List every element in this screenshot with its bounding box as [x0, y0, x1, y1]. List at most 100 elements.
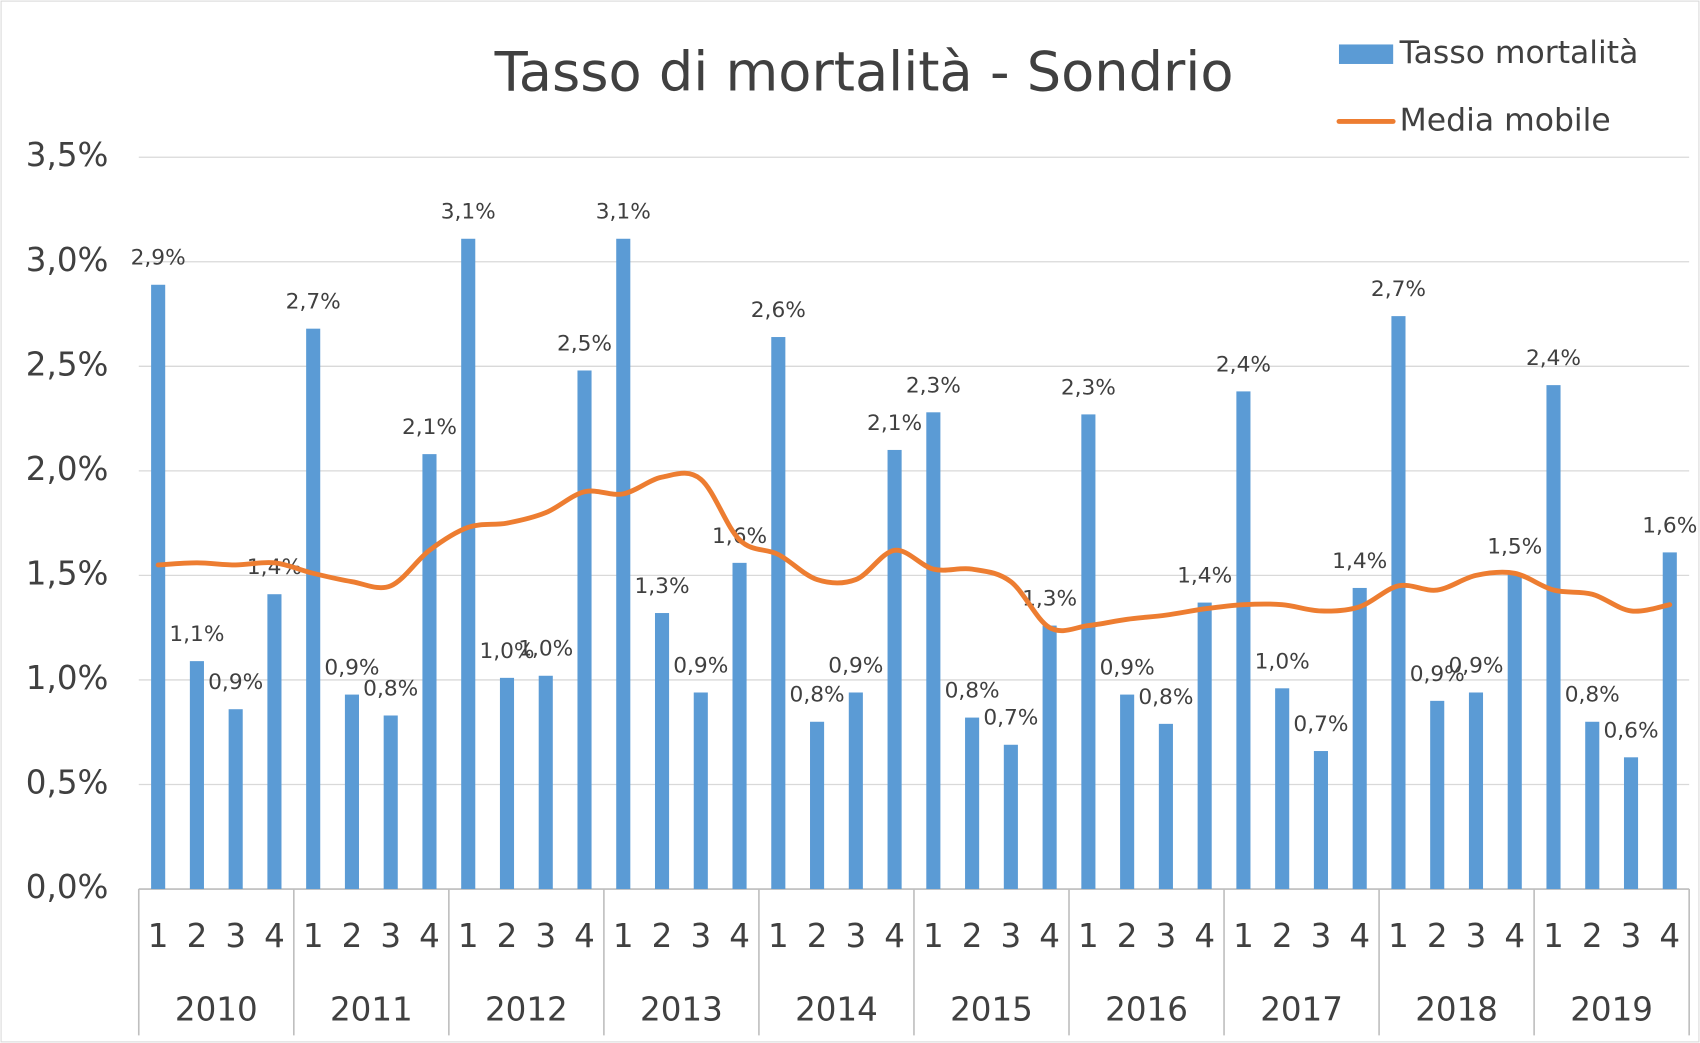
bar [1430, 700, 1445, 890]
group-label: 2018 [1415, 991, 1498, 1029]
x-tick-label: 2 [1117, 917, 1138, 955]
x-tick-label: 3 [1156, 917, 1177, 955]
value-label: 2,6% [751, 298, 806, 323]
bar [1468, 692, 1484, 890]
bar [1662, 552, 1677, 890]
bar [461, 238, 476, 890]
bar [1507, 573, 1522, 890]
line [155, 470, 1673, 634]
x-tick-label: 1 [1078, 917, 1099, 955]
value-label: 0,7% [983, 706, 1038, 731]
y-tick-label: 3,0% [26, 241, 109, 279]
y-tick-label: 0,5% [26, 763, 109, 801]
bar [1236, 391, 1251, 890]
x-tick-label: 3 [690, 917, 711, 955]
value-label: 0,8% [945, 679, 1000, 704]
value-label: 0,9% [1410, 662, 1465, 687]
bar [422, 454, 437, 890]
x-tick-label: 2 [652, 917, 673, 955]
x-tick-label: 4 [729, 917, 750, 955]
bar [151, 284, 166, 890]
value-label: 1,0% [518, 637, 573, 662]
bar [1081, 414, 1096, 890]
value-label: 2,3% [906, 373, 961, 398]
x-tick-label: 1 [1388, 917, 1409, 955]
y-tick-label: 1,0% [26, 659, 109, 697]
x-tick-label: 2 [342, 917, 363, 955]
bar [1275, 688, 1290, 890]
x-tick-label: 4 [1504, 917, 1525, 955]
value-label: 2,1% [402, 415, 457, 440]
value-label: 0,9% [828, 653, 883, 678]
x-tick-label: 1 [768, 917, 789, 955]
group-label: 2012 [485, 991, 568, 1029]
x-tick-label: 2 [1272, 917, 1293, 955]
bar [499, 677, 515, 890]
x-tick-label: 3 [1001, 917, 1022, 955]
bar [1003, 744, 1018, 890]
bar [577, 370, 592, 890]
x-tick-label: 4 [1659, 917, 1680, 955]
bar [616, 238, 631, 890]
legend-label: Tasso mortalità [1399, 35, 1639, 71]
legend-swatch [1338, 44, 1394, 64]
bar [1391, 316, 1406, 890]
x-tick-label: 2 [1427, 917, 1448, 955]
x-tick-label: 4 [1039, 917, 1060, 955]
value-label: 2,5% [557, 331, 612, 356]
group-label: 2016 [1105, 991, 1188, 1029]
value-label: 0,6% [1603, 718, 1658, 743]
bar [1352, 587, 1367, 890]
x-tick-label: 4 [884, 917, 905, 955]
value-label: 2,7% [286, 290, 341, 315]
bar [306, 328, 321, 890]
value-label: 2,4% [1216, 352, 1271, 377]
value-label: 0,9% [324, 656, 379, 681]
bar [965, 717, 980, 890]
bar [189, 661, 204, 890]
y-tick-label: 0,0% [26, 868, 109, 906]
x-tick-label: 1 [303, 917, 324, 955]
x-tick-label: 1 [923, 917, 944, 955]
bar [848, 692, 863, 890]
bar [810, 721, 825, 890]
x-tick-label: 1 [1233, 917, 1254, 955]
x-tick-label: 2 [187, 917, 208, 955]
x-tick-label: 3 [225, 917, 246, 955]
value-label: 0,9% [1100, 656, 1155, 681]
x-tick-label: 2 [962, 917, 983, 955]
x-tick-label: 3 [845, 917, 866, 955]
value-label: 0,9% [673, 653, 728, 678]
bar [887, 449, 902, 890]
value-label: 0,8% [790, 683, 845, 708]
value-label: 2,3% [1061, 375, 1116, 400]
bar [693, 692, 708, 890]
value-label: 1,0% [479, 639, 534, 664]
x-tick-label: 3 [1311, 917, 1332, 955]
value-label: 2,9% [131, 246, 186, 271]
value-label: 0,9% [208, 670, 263, 695]
group-label: 2011 [330, 991, 413, 1029]
bar [1623, 757, 1639, 890]
value-label: 0,7% [1293, 712, 1348, 737]
bar [1585, 721, 1600, 890]
value-label: 1,6% [1642, 513, 1697, 538]
bar [383, 715, 398, 890]
value-label: 1,1% [169, 622, 224, 647]
x-tick-label: 3 [535, 917, 556, 955]
value-label: 3,1% [596, 200, 651, 225]
y-tick-label: 3,5% [26, 136, 109, 174]
x-tick-label: 4 [264, 917, 285, 955]
value-label: 0,8% [1138, 685, 1193, 710]
x-tick-label: 2 [497, 917, 518, 955]
x-tick-label: 1 [148, 917, 169, 955]
group-label: 2015 [950, 991, 1033, 1029]
bar [267, 594, 282, 890]
value-label: 0,8% [363, 676, 418, 701]
x-tick-label: 1 [1543, 917, 1564, 955]
bar [1158, 723, 1173, 890]
bar [926, 412, 941, 890]
value-label: 0,8% [1565, 683, 1620, 708]
chart-title: Tasso di mortalità - Sondrio [494, 41, 1234, 104]
